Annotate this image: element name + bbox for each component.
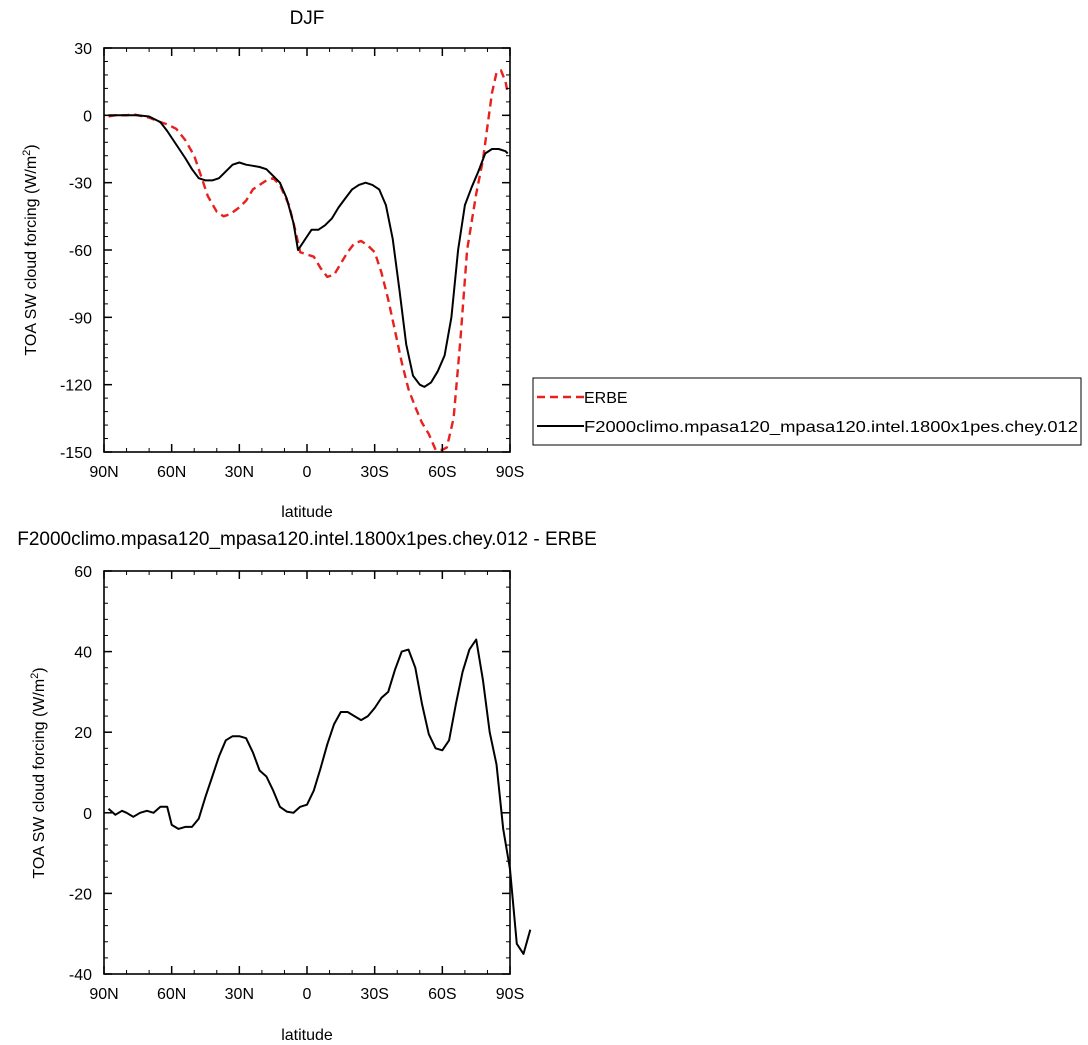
bottom-ytick-label: 0 [83, 806, 92, 823]
bottom-ytick-label: -20 [69, 886, 92, 903]
top-series-line-0 [108, 69, 509, 451]
bottom-xtick-label: 60S [428, 986, 456, 1003]
top-xtick-label: 60N [157, 464, 186, 481]
bottom-xtick-label: 0 [303, 986, 312, 1003]
top-ytick-label: 30 [74, 41, 92, 58]
top-chart-series [108, 69, 509, 451]
top-xtick-label: 60S [428, 464, 456, 481]
top-xtick-label: 30N [225, 464, 254, 481]
bottom-ytick-label: 40 [74, 645, 92, 662]
bottom-xtick-label: 60N [157, 986, 186, 1003]
top-xtick-label: 90N [89, 464, 118, 481]
bottom-ytick-label: -40 [69, 967, 92, 984]
top-ytick-label: -90 [69, 310, 92, 327]
bottom-xtick-label: 90S [496, 986, 524, 1003]
bottom-xtick-label: 90N [89, 986, 118, 1003]
top-ytick-label: -150 [60, 445, 92, 462]
legend-label-model: F2000climo.mpasa120_mpasa120.intel.1800x… [584, 419, 1078, 436]
bottom-xtick-label: 30N [225, 986, 254, 1003]
top-series-line-1 [108, 114, 509, 388]
top-ytick-label: -60 [69, 243, 92, 260]
bottom-chart-frame [103, 570, 511, 975]
top-chart-ylabel: TOA SW cloud forcing (W/m2) [21, 144, 40, 355]
bottom-ytick-label: 60 [74, 564, 92, 581]
bottom-chart-title: F2000climo.mpasa120_mpasa120.intel.1800x… [17, 529, 597, 550]
bottom-chart-panel: F2000climo.mpasa120_mpasa120.intel.1800x… [17, 529, 597, 1044]
top-xtick-label: 0 [303, 464, 312, 481]
top-chart-panel: DJF 90N 60N 30N 0 30S 60S 90S 30 0 -30 -60 -90 -120 -… [21, 8, 524, 521]
bottom-chart-xlabel: latitude [281, 1027, 333, 1044]
bottom-chart-ticks: 90N 60N 30N 0 30S 60S 90S 60 40 20 0 -20 -40 [69, 564, 524, 1003]
bottom-chart-ylabel: TOA SW cloud forcing (W/m2) [29, 667, 48, 878]
top-xtick-label: 30S [360, 464, 388, 481]
legend-box [532, 377, 1082, 446]
top-chart-title: DJF [290, 8, 325, 29]
top-ytick-label: -120 [60, 378, 92, 395]
legend-label-erbe: ERBE [584, 390, 628, 407]
top-chart-xlabel: latitude [281, 504, 333, 521]
bottom-chart-series [107, 638, 532, 955]
top-ytick-label: -30 [69, 176, 92, 193]
bottom-series-line-0 [107, 638, 532, 955]
top-xtick-label: 90S [496, 464, 524, 481]
top-chart-frame [103, 47, 511, 453]
bottom-ytick-label: 20 [74, 725, 92, 742]
bottom-xtick-label: 30S [360, 986, 388, 1003]
legend: ERBE F2000climo.mpasa120_mpasa120.intel.… [532, 377, 1082, 446]
top-chart-ticks: 90N 60N 30N 0 30S 60S 90S 30 0 -30 -60 -90 -120 -150 [60, 41, 524, 481]
top-ytick-label: 0 [83, 108, 92, 125]
